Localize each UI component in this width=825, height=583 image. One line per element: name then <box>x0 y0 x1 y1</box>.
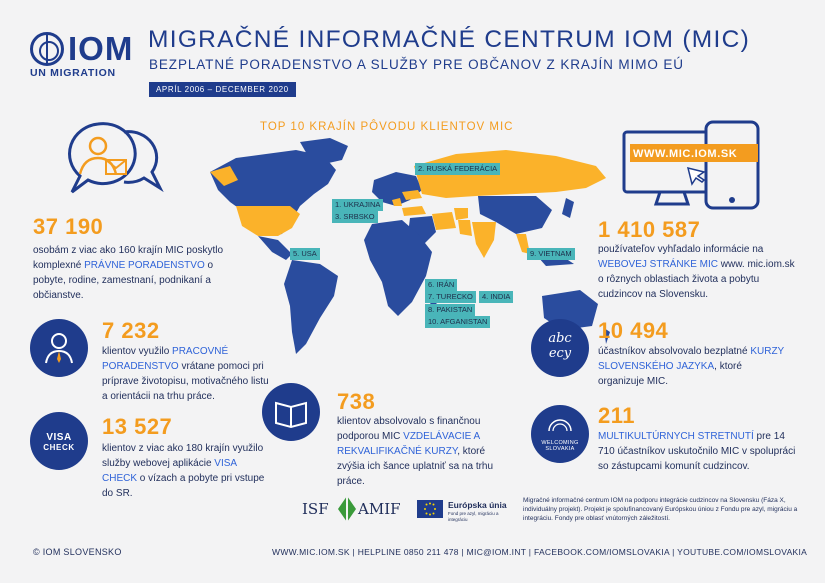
map-label-afganistan: 10. AFGANISTAN <box>425 316 491 328</box>
book-icon <box>262 383 320 441</box>
footer-links: WWW.MIC.IOM.SK | HELPLINE 0850 211 478 |… <box>272 547 808 557</box>
stat-meetings-text: MULTIKULTÚRNYCH STRETNUTÍ pre 14 710 úča… <box>598 429 798 474</box>
map-russia <box>414 150 606 198</box>
map-vietnam <box>516 234 530 254</box>
isf-amif-leaf-icon <box>338 496 356 522</box>
language-courses-icon: abc ecy <box>531 319 589 377</box>
stat-web-link: WEBOVEJ STRÁNKE MIC <box>598 259 719 270</box>
map-serbia <box>392 198 402 206</box>
amif-logo-text: AMIF <box>358 500 401 518</box>
visa-check-icon-line1: VISA <box>46 432 72 443</box>
website-devices-icon <box>622 120 760 210</box>
map-alaska <box>210 166 238 186</box>
map-label-turecko: 7. TURECKO <box>425 291 476 303</box>
web-banner-text: WWW.MIC.IOM.SK <box>633 148 738 160</box>
stat-visa-text: klientov z viac ako 180 krajín využilo s… <box>102 441 272 501</box>
world-map <box>210 138 610 354</box>
stat-courses-text-pre: klientov absolvovalo s finančnou podporo… <box>337 416 481 442</box>
stat-work-text-pre: klientov využilo <box>102 346 173 357</box>
map-ukraine <box>402 190 422 200</box>
eu-title: Európska únia <box>448 500 507 510</box>
un-emblem-icon <box>30 32 64 66</box>
stat-web-number: 1 410 587 <box>598 217 701 242</box>
map-pakistan <box>458 220 472 236</box>
map-central-america <box>258 236 292 260</box>
footer-copyright: © IOM SLOVENSKO <box>33 547 122 557</box>
map-africa <box>364 220 432 316</box>
stat-meetings-link: MULTIKULTÚRNYCH STRETNUTÍ <box>598 431 754 442</box>
stat-meetings-text-post: pre 14 710 účastníkov uskutočnilo MIC v … <box>598 431 796 472</box>
map-turkey <box>402 206 426 216</box>
map-label-srbsko: 3. SRBSKO <box>332 211 378 223</box>
welcoming-slovakia-icon: WELCOMING SLOVAKIA <box>531 405 589 463</box>
stat-legal-text: osobám z viac ako 160 krajín MIC poskytl… <box>33 243 243 303</box>
stat-visa-link: VISA CHECK <box>102 458 237 484</box>
stat-courses-text: klientov absolvovalo s finančnou podporo… <box>337 414 507 489</box>
map-title: TOP 10 KRAJÍN PÔVODU KLIENTOV MIC <box>260 121 514 133</box>
stat-courses-text-post: , ktoré zvýšia ich šance uplatniť sa na … <box>337 446 494 487</box>
legal-counseling-icon <box>68 122 164 194</box>
stat-legal-text-post: o pobyte, rodine, zamestnaní, podnikaní … <box>33 260 214 301</box>
stat-work-link: PRACOVNÉ PORADENSTVO <box>102 346 229 372</box>
page-subtitle: BEZPLATNÉ PORADENSTVO A SLUŽBY PRE OBČAN… <box>149 57 684 72</box>
welcoming-line2: SLOVAKIA <box>545 446 575 452</box>
stat-web-text: používateľov vyhľadalo informácie na WEB… <box>598 242 798 302</box>
map-label-pakistan: 8. PAKISTAN <box>425 304 476 316</box>
abc-text: abc <box>548 331 572 346</box>
map-afghanistan <box>454 208 468 220</box>
visa-check-icon-line2: CHECK <box>43 443 75 452</box>
stat-work-text: klientov využilo PRACOVNÉ PORADENSTVO vr… <box>102 344 272 404</box>
stat-language-link: KURZY SLOVENSKÉHO JAZYKA <box>598 346 785 372</box>
eu-subtitle: Fond pre azyl, migráciu a integráciu <box>448 511 499 522</box>
logo-subtitle: UN MIGRATION <box>30 67 116 79</box>
welcoming-line1: WELCOMING <box>541 440 579 446</box>
stat-legal-link: PRÁVNE PORADENSTVO <box>84 260 205 271</box>
map-new-zealand <box>604 328 610 344</box>
map-india <box>472 222 496 258</box>
stat-legal-text-pre: osobám z viac ako 160 krajín MIC poskytl… <box>33 245 224 271</box>
map-japan <box>562 198 574 218</box>
stat-visa-number: 13 527 <box>102 414 173 439</box>
stat-web-url: www. mic.iom.sk <box>718 259 795 270</box>
ecy-text: ecy <box>548 346 572 361</box>
map-north-america <box>210 150 336 236</box>
map-greenland <box>300 138 348 164</box>
map-iran <box>432 212 456 230</box>
date-range-badge: APRÍL 2006 – DECEMBER 2020 <box>149 82 296 97</box>
logo-text: IOM <box>68 30 134 67</box>
isf-logo-text: ISF <box>302 500 329 518</box>
stat-work-text-post: vrátane pomoci pri príprave životopisu, … <box>102 361 269 402</box>
stat-web-text-pre: používateľov vyhľadalo informácie na <box>598 244 764 255</box>
stat-visa-text-post: o vízach a pobyte pri vstupe do SR. <box>102 473 265 499</box>
stat-legal-number: 37 190 <box>33 214 104 239</box>
map-usa <box>236 206 300 236</box>
stat-language-text-post: , ktoré organizuje MIC. <box>598 361 742 387</box>
map-label-india: 4. INDIA <box>479 291 514 303</box>
map-label-ruska-federacia: 2. RUSKÁ FEDERÁCIA <box>415 163 501 175</box>
stat-courses-link: VZDELÁVACIE A REKVALIFIKAČNÉ KURZY <box>337 431 480 457</box>
stat-language-text-pre: účastníkov absolvovalo bezplatné <box>598 346 751 357</box>
stat-visa-text-pre: klientov z viac ako 180 krajín využilo s… <box>102 443 264 469</box>
funding-note: Migračné informačné centrum IOM na podpo… <box>523 497 798 522</box>
map-china <box>478 196 552 234</box>
map-label-iran: 6. IRÁN <box>425 279 458 291</box>
stat-language-text: účastníkov absolvovalo bezplatné KURZY S… <box>598 344 788 389</box>
iom-logo: IOM UN MIGRATION <box>30 30 140 79</box>
map-south-america <box>284 260 338 354</box>
work-counseling-icon <box>30 319 88 377</box>
stat-work-number: 7 232 <box>102 318 160 343</box>
map-label-vietnam: 9. VIETNAM <box>527 248 575 260</box>
map-label-usa: 5. USA <box>290 248 320 260</box>
stat-courses-number: 738 <box>337 389 376 414</box>
eu-flag-icon <box>417 500 443 518</box>
stat-web-text-post: o rôznych oblastiach života a pobytu cud… <box>598 274 760 300</box>
map-label-ukrajina: 1. UKRAJINA <box>332 199 384 211</box>
stat-meetings-number: 211 <box>598 403 635 428</box>
page-title: MIGRAČNÉ INFORMAČNÉ CENTRUM IOM (MIC) <box>148 26 751 53</box>
visa-check-icon: VISA CHECK <box>30 412 88 470</box>
stat-language-number: 10 494 <box>598 318 669 343</box>
